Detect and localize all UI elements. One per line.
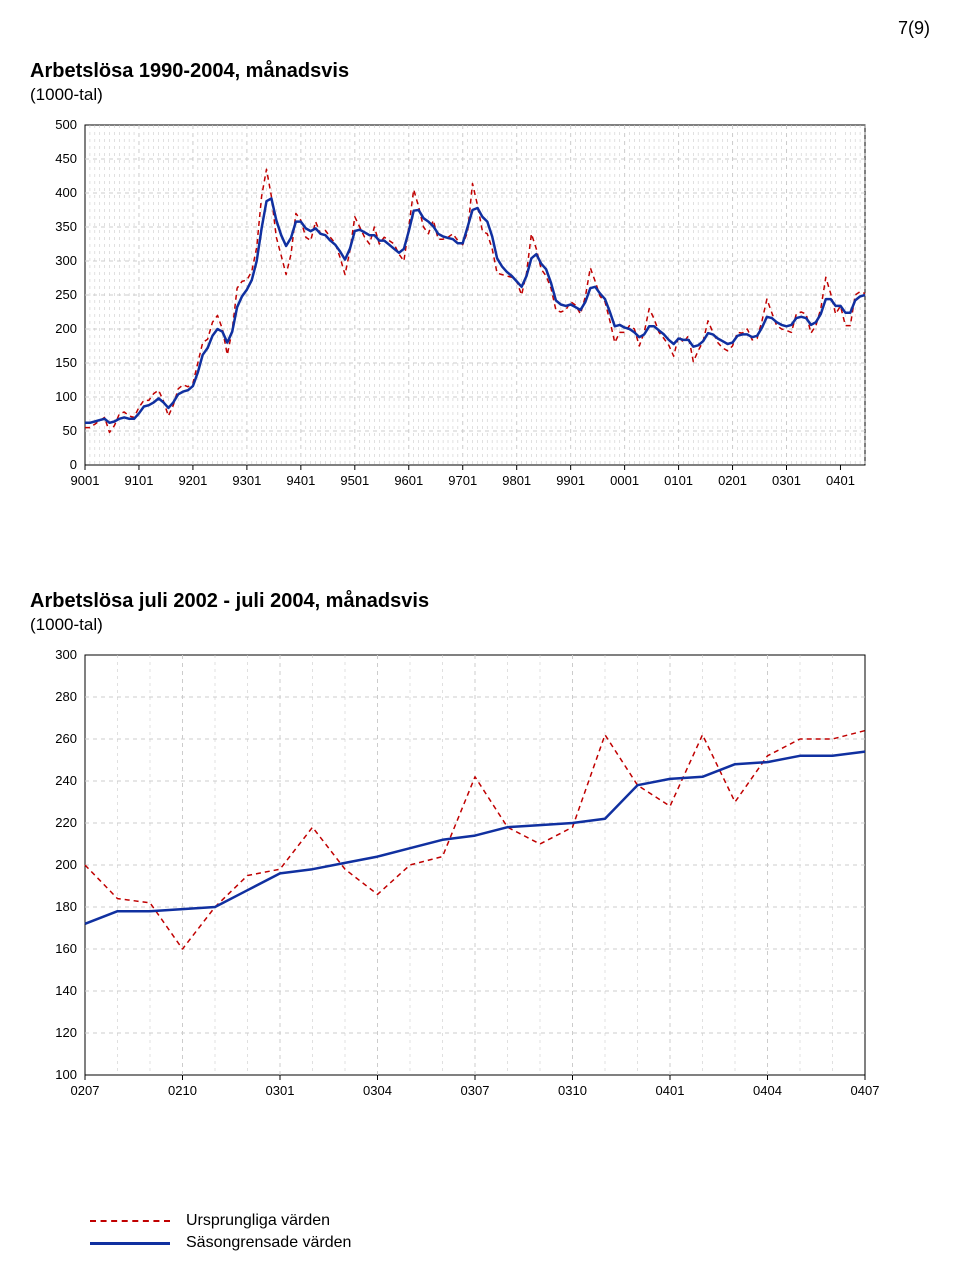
svg-text:0201: 0201 (718, 473, 747, 488)
svg-text:260: 260 (55, 731, 77, 746)
svg-text:9701: 9701 (448, 473, 477, 488)
svg-text:250: 250 (55, 287, 77, 302)
svg-text:9201: 9201 (178, 473, 207, 488)
page-number: 7(9) (898, 18, 930, 39)
svg-text:100: 100 (55, 389, 77, 404)
svg-text:0301: 0301 (266, 1083, 295, 1098)
svg-text:9501: 9501 (340, 473, 369, 488)
svg-text:0210: 0210 (168, 1083, 197, 1098)
svg-text:0101: 0101 (664, 473, 693, 488)
svg-text:0401: 0401 (656, 1083, 685, 1098)
svg-text:0301: 0301 (772, 473, 801, 488)
svg-text:9601: 9601 (394, 473, 423, 488)
legend: Ursprungliga värden Säsongrensade värden (90, 1212, 351, 1256)
chart2: 100 120 140 160 180 200 220 240 260 280 300 0207 021… (30, 645, 890, 1115)
svg-text:450: 450 (55, 151, 77, 166)
svg-text:180: 180 (55, 899, 77, 914)
svg-text:300: 300 (55, 647, 77, 662)
svg-text:0307: 0307 (461, 1083, 490, 1098)
svg-text:9301: 9301 (232, 473, 261, 488)
svg-text:9401: 9401 (286, 473, 315, 488)
svg-text:0: 0 (70, 457, 77, 472)
svg-text:0407: 0407 (851, 1083, 880, 1098)
chart1-subtitle: (1000-tal) (30, 85, 930, 105)
svg-text:0001: 0001 (610, 473, 639, 488)
svg-text:400: 400 (55, 185, 77, 200)
legend-item-original: Ursprungliga värden (90, 1212, 351, 1230)
svg-text:50: 50 (63, 423, 77, 438)
svg-text:300: 300 (55, 253, 77, 268)
chart2-title: Arbetslösa juli 2002 - juli 2004, månads… (30, 590, 930, 613)
svg-text:9001: 9001 (71, 473, 100, 488)
svg-text:9801: 9801 (502, 473, 531, 488)
chart1: 0 50 100 150 200 250 300 350 400 450 500 9001 9101 92… (30, 115, 890, 505)
svg-text:140: 140 (55, 983, 77, 998)
svg-text:9901: 9901 (556, 473, 585, 488)
svg-text:200: 200 (55, 321, 77, 336)
svg-text:0304: 0304 (363, 1083, 392, 1098)
svg-text:160: 160 (55, 941, 77, 956)
chart2-subtitle: (1000-tal) (30, 615, 930, 635)
svg-text:100: 100 (55, 1067, 77, 1082)
svg-text:240: 240 (55, 773, 77, 788)
svg-text:280: 280 (55, 689, 77, 704)
svg-text:0207: 0207 (71, 1083, 100, 1098)
legend-label-seasonal: Säsongrensade värden (186, 1234, 351, 1252)
legend-swatch-dash (90, 1220, 170, 1222)
svg-text:0401: 0401 (826, 473, 855, 488)
chart1-title: Arbetslösa 1990-2004, månadsvis (30, 60, 930, 83)
svg-text:500: 500 (55, 117, 77, 132)
legend-swatch-solid (90, 1242, 170, 1245)
legend-item-seasonal: Säsongrensade värden (90, 1234, 351, 1252)
svg-text:0404: 0404 (753, 1083, 782, 1098)
svg-text:220: 220 (55, 815, 77, 830)
svg-text:0310: 0310 (558, 1083, 587, 1098)
svg-text:150: 150 (55, 355, 77, 370)
svg-text:350: 350 (55, 219, 77, 234)
svg-text:9101: 9101 (125, 473, 154, 488)
svg-text:120: 120 (55, 1025, 77, 1040)
svg-text:200: 200 (55, 857, 77, 872)
legend-label-original: Ursprungliga värden (186, 1212, 330, 1230)
